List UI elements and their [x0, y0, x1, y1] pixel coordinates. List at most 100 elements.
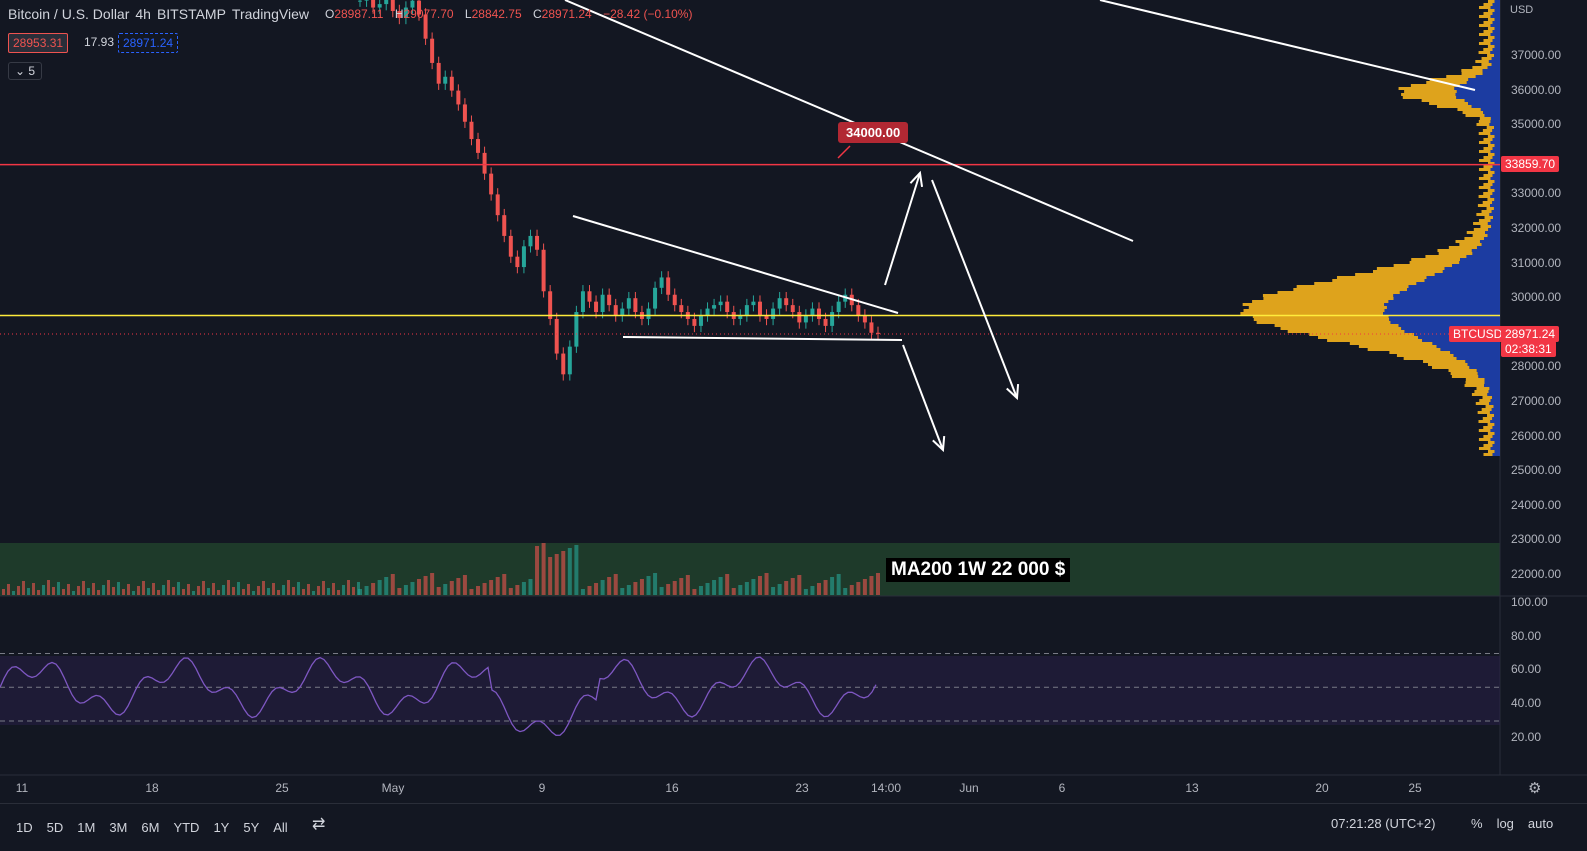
volume-bar — [567, 548, 572, 595]
candle-body — [626, 298, 631, 309]
volume-profile-bar-up — [1483, 39, 1493, 42]
interval-label[interactable]: 4h — [135, 6, 151, 22]
currency-label[interactable]: USD — [1510, 4, 1534, 16]
volume-bar — [830, 577, 835, 595]
volume-bar — [554, 554, 559, 595]
volume-profile-bar-down — [1492, 183, 1500, 186]
timeframe-button[interactable]: 1Y — [213, 819, 230, 835]
volume-profile-bar-down — [1487, 222, 1500, 225]
timeframe-button[interactable]: All — [273, 819, 288, 835]
candle-body — [797, 312, 802, 323]
volume-profile-bar-up — [1317, 336, 1419, 339]
volume-profile-bar-up — [1479, 117, 1491, 120]
time-axis-label: May — [381, 781, 405, 795]
volume-profile-bar-down — [1466, 255, 1500, 258]
volume-profile-bar-down — [1484, 384, 1500, 387]
timeframe-button[interactable]: 1D — [16, 819, 33, 835]
ma200-note[interactable]: MA200 1W 22 000 $ — [886, 558, 1071, 582]
volume-bar — [364, 586, 369, 595]
candle-body — [489, 173, 494, 195]
volume-profile-bar-down — [1490, 168, 1500, 171]
volume-profile-bar-up — [1481, 63, 1492, 66]
arrow-down-short-head — [932, 435, 946, 453]
price-axis-label: 27000.00 — [1511, 394, 1562, 408]
volume-profile-bar-up — [1478, 177, 1491, 180]
volume-profile-bar-down — [1399, 291, 1500, 294]
log-toggle[interactable]: log — [1496, 816, 1514, 831]
volume-bar — [167, 580, 170, 595]
volume-profile-bar-down — [1488, 390, 1500, 393]
volume-profile-bar-up — [1483, 165, 1493, 168]
candle-body — [679, 305, 684, 313]
volume-profile-bar-up — [1421, 99, 1465, 102]
buy-price-button[interactable]: 28971.24 — [118, 33, 179, 53]
volume-profile-bar-down — [1483, 237, 1500, 240]
volume-profile-bar-up — [1485, 405, 1494, 408]
timeframe-button[interactable]: 3M — [109, 819, 128, 835]
date-range-icon[interactable]: ⇄ — [312, 816, 326, 833]
volume-bar — [207, 588, 210, 595]
timeframe-button[interactable]: 5Y — [243, 819, 260, 835]
volume-profile-bar-down — [1494, 54, 1500, 57]
time-axis-label: 13 — [1185, 781, 1199, 795]
volume-bar — [790, 578, 795, 595]
time-axis-label: 6 — [1058, 781, 1066, 795]
volume-bar — [287, 580, 290, 595]
volume-profile-bar-up — [1479, 15, 1491, 18]
volume-bar — [430, 573, 435, 595]
volume-bar — [515, 585, 520, 595]
indicators-toggle[interactable]: ⌄ 5 — [8, 62, 43, 80]
volume-profile-bar-down — [1494, 189, 1500, 192]
timeframe-button[interactable]: YTD — [173, 819, 200, 835]
volume-profile-bar-up — [1358, 345, 1437, 348]
clock-readout[interactable]: 07:21:28 (UTC+2) — [1331, 816, 1436, 831]
volume-profile-bar-down — [1490, 399, 1500, 402]
volume-profile-bar-up — [1423, 360, 1466, 363]
volume-bar — [352, 587, 355, 595]
rsi-axis-label: 40.00 — [1511, 696, 1542, 711]
volume-profile-bar-down — [1489, 123, 1500, 126]
timeframe-button[interactable]: 5D — [46, 819, 64, 835]
volume-bar — [7, 584, 10, 595]
candle-body — [554, 318, 559, 354]
percent-toggle[interactable]: % — [1471, 816, 1483, 831]
volume-profile-bar-up — [1487, 432, 1495, 435]
volume-profile-bar-down — [1426, 276, 1500, 279]
volume-profile-bar-up — [1482, 417, 1493, 420]
time-axis-label: Jun — [959, 781, 979, 795]
candle-body — [482, 152, 487, 174]
volume-bar — [521, 582, 526, 595]
l-label: L — [464, 7, 472, 21]
volume-profile-bar-down — [1492, 201, 1500, 204]
candle-body — [390, 0, 395, 12]
symbol-title[interactable]: Bitcoin / U.S. Dollar — [8, 6, 130, 22]
volume-bar — [390, 574, 395, 595]
volume-profile-bar-up — [1427, 363, 1468, 366]
auto-toggle[interactable]: auto — [1527, 816, 1554, 831]
volume-profile-bar-down — [1492, 396, 1500, 399]
volume-profile-bar-up — [1487, 45, 1495, 48]
timeframe-button[interactable]: 1M — [77, 819, 96, 835]
c-value: 28971.24 — [541, 7, 592, 21]
volume-profile-bar-down — [1494, 162, 1500, 165]
target-price-note[interactable]: 34000.00 — [838, 122, 909, 143]
candle-body — [659, 277, 664, 288]
volume-profile-bar-up — [1240, 312, 1384, 315]
volume-profile-bar-up — [1438, 252, 1473, 255]
gear-icon[interactable]: ⚙ — [1528, 780, 1542, 797]
volume-bar — [607, 577, 612, 595]
candle-body — [436, 62, 441, 84]
volume-bar — [469, 589, 474, 595]
volume-profile-bar-down — [1492, 156, 1500, 159]
volume-bar — [27, 588, 30, 595]
sell-price-button[interactable]: 28953.31 — [8, 33, 69, 53]
volume-profile-bar-down — [1482, 72, 1500, 75]
volume-profile-bar-up — [1327, 339, 1423, 342]
volume-profile-bar-down — [1482, 69, 1500, 72]
candle-body — [567, 346, 572, 375]
volume-profile-bar-down — [1490, 195, 1500, 198]
volume-profile-bar-up — [1481, 408, 1492, 411]
timeframe-button[interactable]: 6M — [141, 819, 160, 835]
volume-profile-bar-down — [1434, 273, 1500, 276]
